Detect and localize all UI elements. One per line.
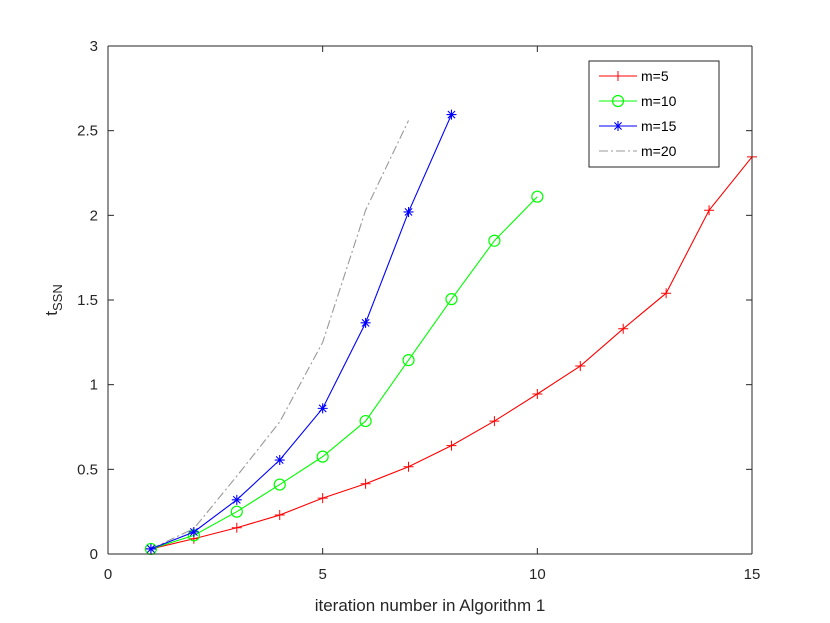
series-layer (144, 109, 757, 556)
data-point-m-5 (704, 205, 715, 216)
data-point-m-15 (188, 526, 199, 537)
data-point-m-5 (661, 288, 672, 299)
axes-layer: 0 5 10 15 0 0.5 1 1.5 2 2.5 3 (77, 38, 760, 583)
data-point-m-10 (531, 190, 544, 203)
data-point-m-15 (274, 455, 285, 466)
legend-marker-m-10 (611, 94, 625, 108)
data-point-m-10 (230, 505, 243, 518)
legend-label-m-5: m=5 (641, 68, 669, 84)
data-point-m-5 (618, 323, 629, 334)
y-tick-label: 1.5 (77, 292, 98, 309)
legend-label-m-10: m=10 (641, 93, 677, 109)
x-tick-label: 5 (318, 566, 326, 583)
x-tick-label: 15 (744, 566, 761, 583)
y-tick-label: 1 (90, 377, 98, 394)
data-point-m-10 (402, 354, 415, 367)
legend-marker-m-15 (613, 121, 623, 131)
series-m-5 (145, 151, 757, 554)
legend: m=5 m=10 m=15 m=20 (588, 60, 720, 168)
data-point-m-15 (360, 317, 371, 328)
data-point-m-10 (488, 234, 501, 247)
data-point-m-5 (317, 493, 328, 504)
legend-label-m-15: m=15 (641, 118, 677, 134)
legend-entry-m-10: m=10 (599, 93, 677, 109)
x-tick-label: 0 (104, 566, 112, 583)
data-point-m-5 (231, 522, 242, 533)
data-point-m-5 (532, 388, 543, 399)
x-axis-label: iteration number in Algorithm 1 (315, 596, 546, 615)
y-tick-label: 0 (90, 546, 98, 563)
series-m-15 (145, 109, 457, 554)
data-point-m-5 (446, 440, 457, 451)
data-point-m-15 (145, 543, 156, 554)
y-axis-label-subscript: SSN (50, 284, 65, 311)
data-point-m-15 (446, 109, 457, 120)
legend-label-m-20: m=20 (641, 143, 677, 159)
data-point-m-15 (403, 206, 414, 217)
data-point-m-15 (317, 403, 328, 414)
y-tick-label: 3 (90, 38, 98, 55)
y-axis-label: tSSN (42, 284, 65, 315)
y-tick-label: 0.5 (77, 461, 98, 478)
legend-box (588, 60, 720, 168)
data-point-m-5 (360, 478, 371, 489)
legend-entry-m-5: m=5 (599, 68, 669, 84)
data-point-m-10 (359, 414, 372, 428)
data-point-m-5 (489, 416, 500, 427)
data-point-m-5 (403, 461, 414, 472)
legend-entry-m-15: m=15 (599, 118, 677, 134)
x-tick-label: 10 (529, 566, 546, 583)
legend-marker-m-5 (613, 71, 623, 81)
series-line-m-10 (150, 196, 538, 550)
y-axis-label-main: t (42, 311, 61, 316)
data-point-m-5 (274, 510, 285, 521)
data-point-m-10 (316, 450, 329, 463)
data-point-m-10 (273, 478, 286, 491)
y-tick-label: 2 (90, 207, 98, 224)
data-point-m-10 (445, 293, 458, 306)
data-point-m-5 (575, 361, 586, 372)
legend-entry-m-20: m=20 (599, 143, 677, 159)
data-point-m-15 (231, 494, 242, 505)
y-tick-label: 2.5 (77, 123, 98, 140)
series-line-m-15 (150, 114, 452, 550)
